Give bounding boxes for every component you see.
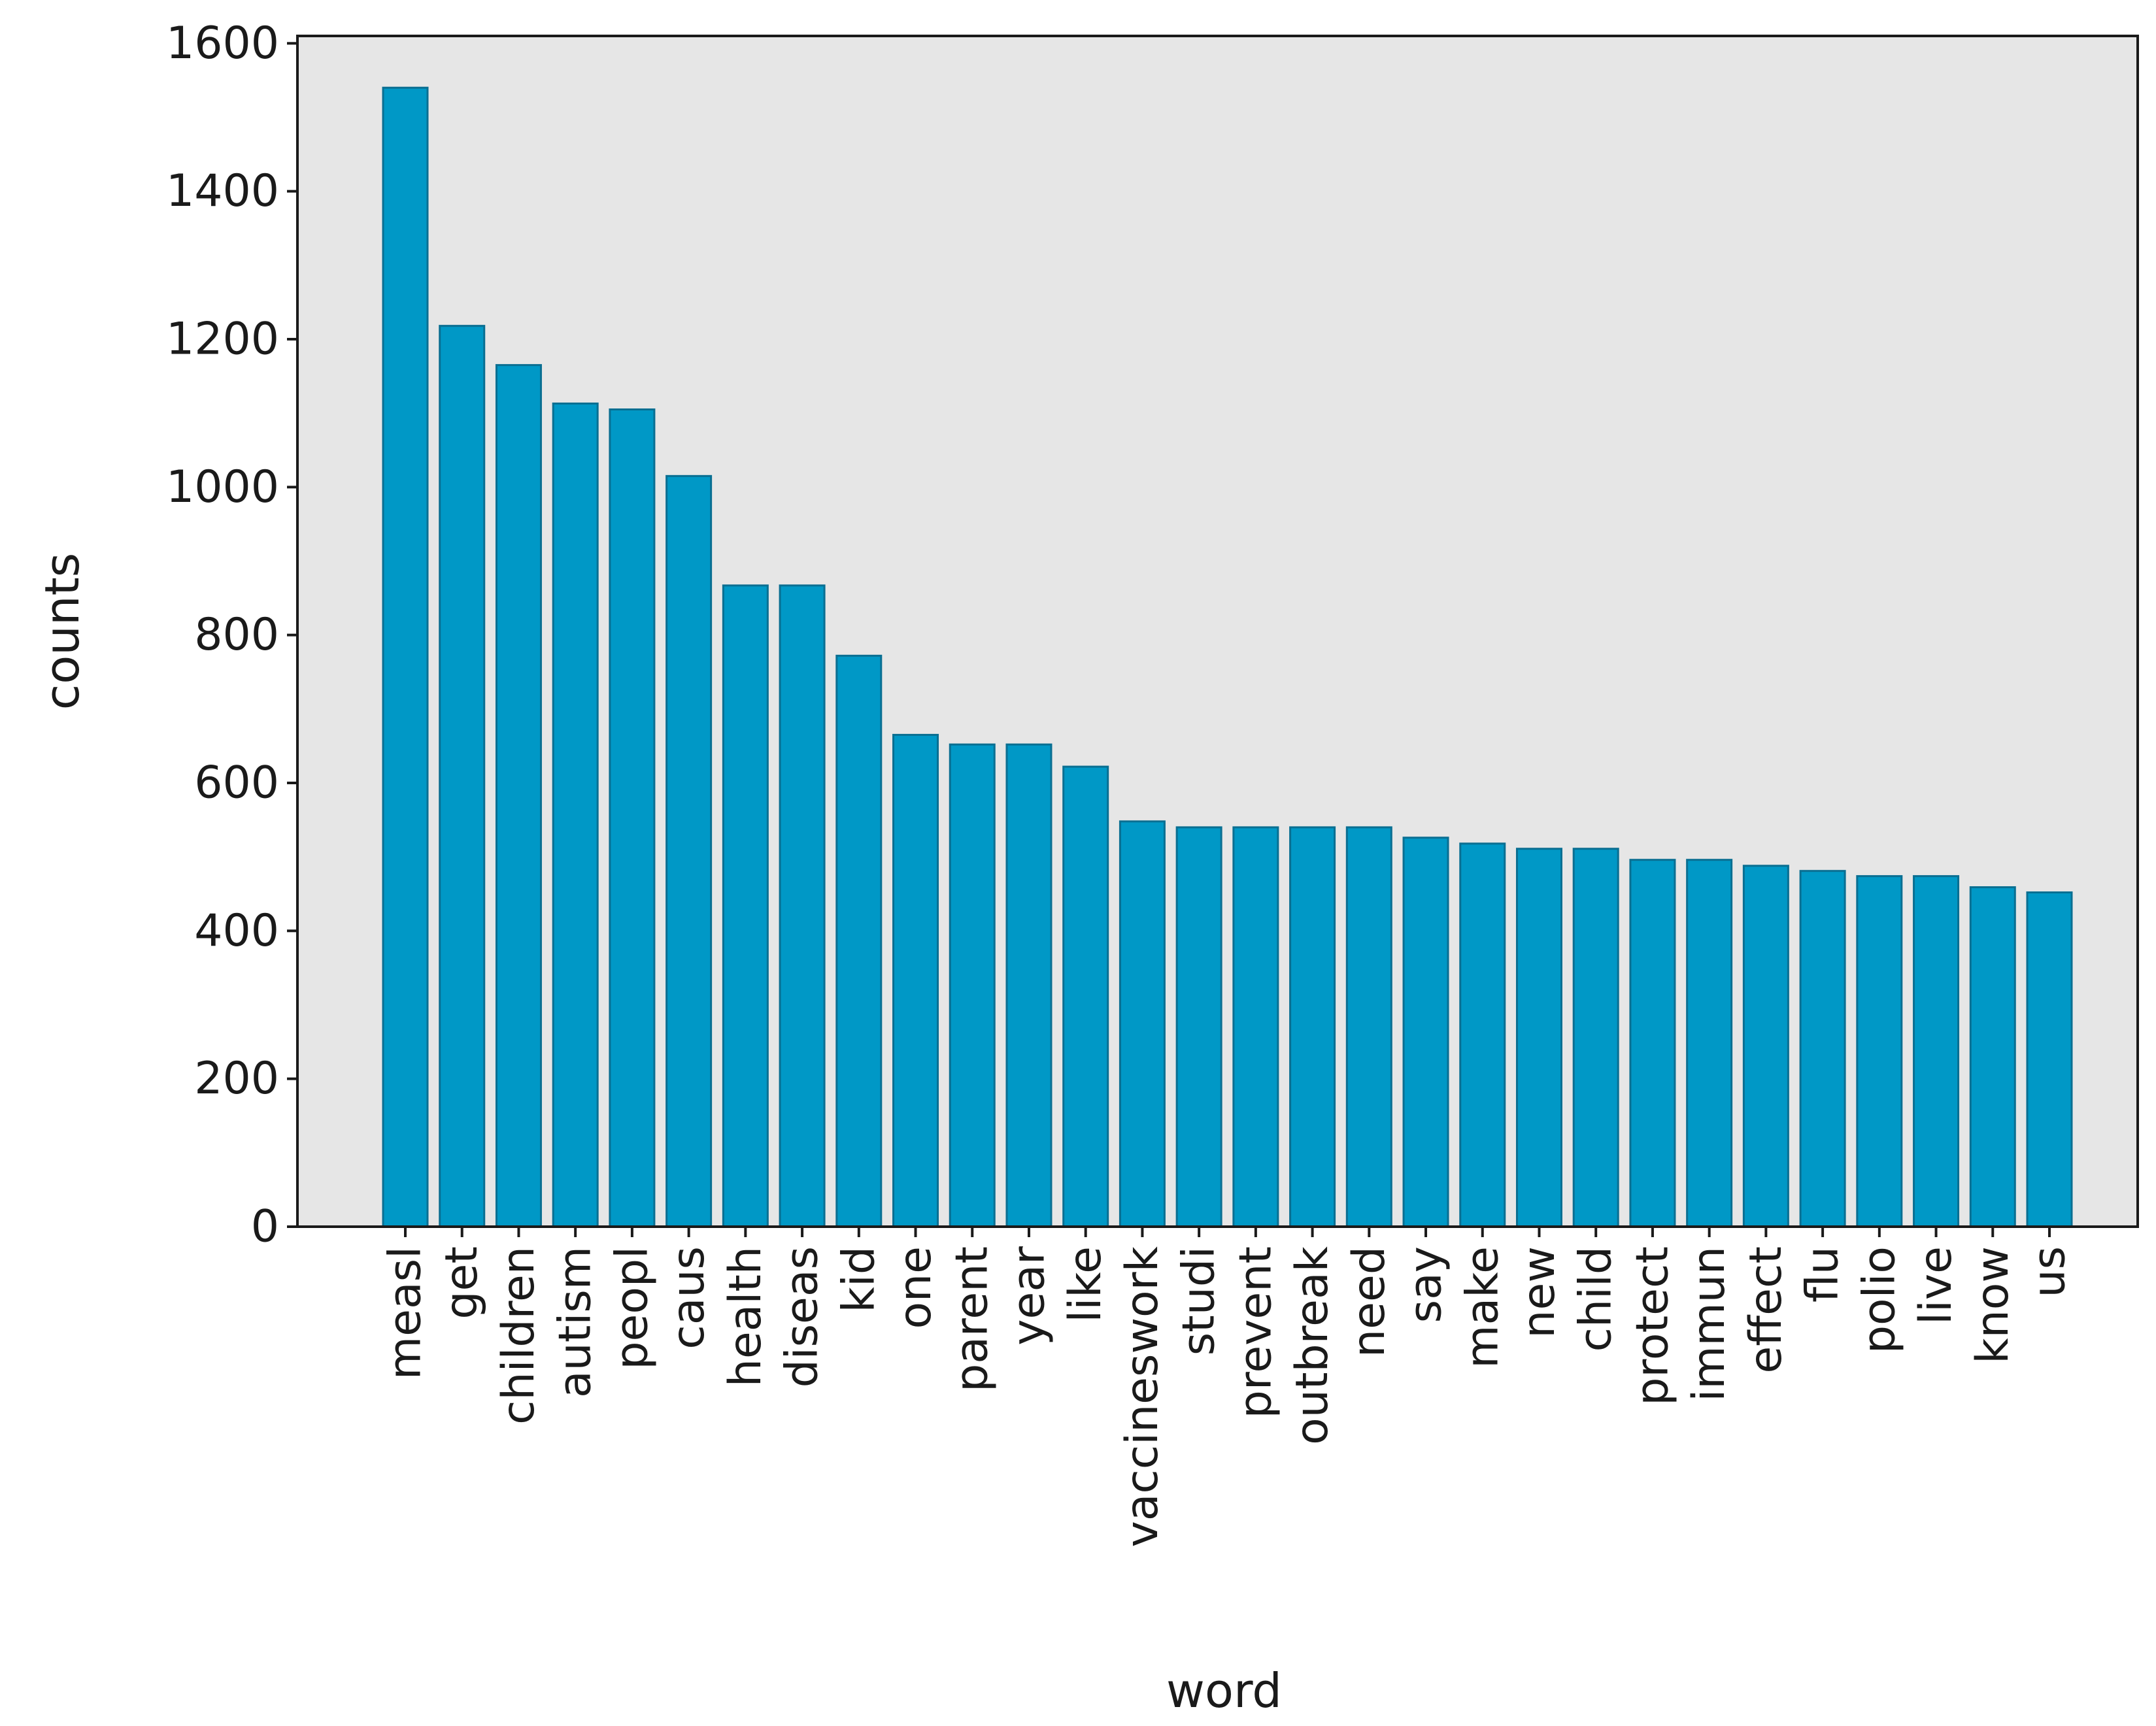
bar-vaccineswork [1119,820,1166,1228]
bar-children [495,364,542,1228]
bar-studi [1175,826,1222,1228]
x-tick-label-us: us [2024,1246,2076,1298]
x-tick-label-make: make [1457,1246,1508,1369]
y-tick-label-400: 400 [194,905,279,957]
x-tick-label-like: like [1060,1246,1111,1323]
y-tick-label-1000: 1000 [166,461,279,513]
bar-peopl [609,408,656,1228]
x-tick-label-protect: protect [1626,1246,1678,1406]
y-tick-label-1400: 1400 [166,165,279,217]
bar-outbreak [1289,826,1336,1228]
x-tick-label-need: need [1343,1246,1395,1357]
bar-child [1572,848,1619,1228]
x-tick-label-know: know [1967,1246,2019,1364]
x-tick-label-peopl: peopl [606,1246,658,1370]
x-tick-label-prevent: prevent [1230,1246,1281,1418]
x-tick-label-effect: effect [1740,1246,1792,1374]
bar-autism [552,402,599,1228]
x-tick-label-vaccineswork: vaccineswork [1117,1246,1168,1547]
bar-know [1969,886,2016,1228]
bar-diseas [779,584,826,1228]
x-tick-label-get: get [436,1246,488,1319]
x-axis-ticks: measl get children autism peopl caus health dis… [380,1227,2076,1548]
y-axis-ticks: 0 200 400 600 800 1000 1200 1400 1600 [166,18,297,1253]
bar-live [1913,875,1960,1228]
bar-parent [949,743,996,1228]
y-axis-label: counts [35,553,90,710]
bar-polio [1856,875,1903,1228]
x-tick-label-studi: studi [1173,1246,1225,1355]
bar-prevent [1232,826,1279,1228]
bar-get [439,325,486,1228]
x-tick-label-immun: immun [1683,1246,1735,1402]
x-tick-label-autism: autism [550,1246,601,1398]
x-tick-label-year: year [1003,1246,1054,1346]
x-tick-label-live: live [1910,1246,1962,1325]
x-tick-label-outbreak: outbreak [1287,1246,1338,1444]
bar-new [1515,848,1562,1228]
y-tick-label-800: 800 [194,609,279,661]
x-tick-label-kid: kid [833,1246,884,1312]
bar-effect [1742,865,1789,1228]
bar-year [1005,743,1053,1228]
x-tick-label-new: new [1513,1246,1565,1338]
bar-protect [1629,859,1676,1228]
x-tick-label-flu: flu [1797,1246,1849,1303]
x-tick-label-measl: measl [380,1246,431,1380]
bar-kid [835,654,883,1228]
y-tick-label-0: 0 [251,1201,279,1253]
y-tick-label-1600: 1600 [166,18,279,69]
bar-us [2026,891,2073,1228]
bar-immun [1686,859,1733,1228]
x-tick-label-one: one [890,1246,941,1329]
x-tick-label-children: children [493,1246,545,1425]
x-tick-label-say: say [1400,1246,1452,1323]
bar-like [1062,765,1109,1228]
x-axis-label: word [1166,1663,1282,1718]
bar-need [1345,826,1392,1228]
bar-make [1459,842,1506,1228]
bar-health [722,584,769,1228]
plot-frame [296,35,2139,1228]
bar-say [1402,837,1449,1228]
bar-flu [1799,870,1846,1228]
y-tick-label-600: 600 [194,757,279,808]
x-tick-label-caus: caus [663,1246,715,1350]
bar-measl [382,86,429,1228]
x-tick-label-child: child [1570,1246,1622,1352]
x-tick-label-parent: parent [947,1246,998,1392]
x-tick-label-polio: polio [1853,1246,1905,1353]
bars-group [382,86,2073,1228]
bar-caus [665,474,713,1228]
y-tick-label-200: 200 [194,1053,279,1104]
x-tick-label-diseas: diseas [777,1246,828,1387]
x-tick-label-health: health [720,1246,771,1387]
y-tick-label-1200: 1200 [166,313,279,365]
bar-one [892,733,939,1228]
